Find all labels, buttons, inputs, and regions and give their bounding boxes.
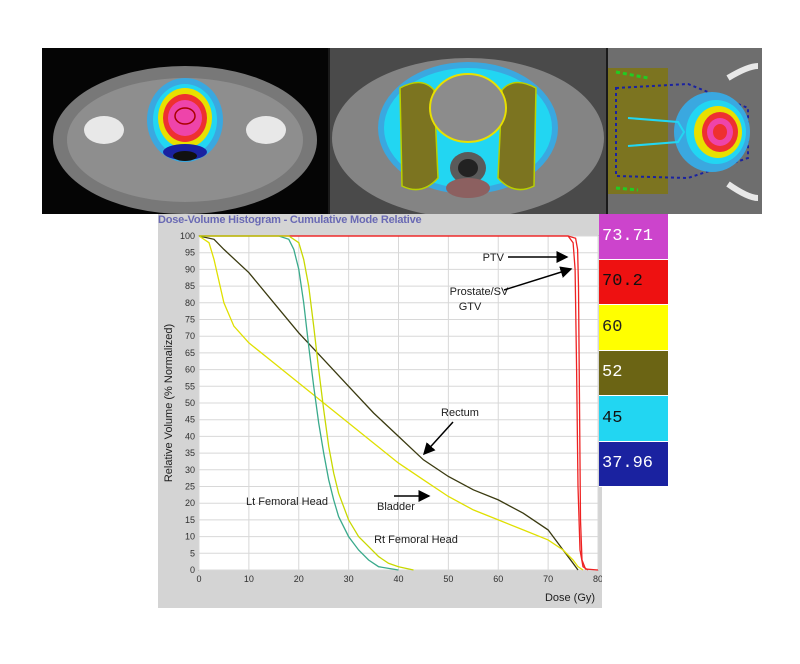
y-tick-label: 45 [185, 415, 195, 425]
isodose-legend: 73.71 70.2 60 52 45 37.96 [599, 214, 668, 487]
isodose-level-73-71: 73.71 [599, 214, 668, 260]
ct-axial-slice-image [330, 48, 606, 214]
x-tick-label: 0 [196, 574, 201, 584]
bladder-curve [198, 235, 584, 571]
arrow-prostate-gtv [503, 266, 573, 291]
x-tick-label: 60 [493, 574, 503, 584]
x-tick-label: 40 [393, 574, 403, 584]
y-tick-label: 60 [185, 365, 195, 375]
annotation-prostate-sv: Prostate/SV [450, 286, 509, 298]
y-tick-label: 55 [185, 381, 195, 391]
y-axis-label: Relative Volume (% Normalized) [163, 324, 175, 482]
y-tick-label: 50 [185, 398, 195, 408]
annotation-rectum: Rectum [441, 407, 479, 419]
y-tick-label: 100 [180, 231, 195, 241]
y-tick-label: 35 [185, 448, 195, 458]
x-tick-label: 50 [443, 574, 453, 584]
ct-sagittal-slice-image [608, 48, 762, 214]
rt-femoral-head-curve [199, 235, 414, 571]
chart-title: Dose-Volume Histogram - Cumulative Mode … [158, 214, 422, 226]
y-tick-label: 95 [185, 248, 195, 258]
x-axis-label: Dose (Gy) [545, 592, 595, 604]
annotation-rt-femoral-head: Rt Femoral Head [374, 534, 458, 546]
x-tick-label: 70 [543, 574, 553, 584]
isodose-level-60: 60 [599, 305, 668, 351]
isodose-level-52: 52 [599, 350, 668, 396]
y-tick-label: 20 [185, 498, 195, 508]
lt-femoral-head-curve [199, 235, 399, 571]
dvh-chart-panel: 0 10 20 30 40 50 60 70 80 0 5 10 15 20 25 30 35 40 45 50 55 6… [158, 214, 602, 608]
y-tick-label: 75 [185, 315, 195, 325]
x-tick-label: 20 [294, 574, 304, 584]
y-tick-label: 90 [185, 264, 195, 274]
dvh-chart: 0 10 20 30 40 50 60 70 80 0 5 10 15 20 25 30 35 40 45 50 55 6… [163, 231, 602, 604]
y-tick-label: 30 [185, 465, 195, 475]
ptv-curve [199, 235, 599, 571]
annotation-bladder: Bladder [377, 501, 415, 513]
rectum-curve [198, 235, 579, 571]
annotation-lt-femoral-head: Lt Femoral Head [246, 496, 328, 508]
arrow-rectum [422, 421, 454, 456]
x-tick-label: 10 [244, 574, 254, 584]
prostate-sv-gtv-curve [199, 235, 589, 571]
y-tick-label: 40 [185, 431, 195, 441]
x-tick-label: 80 [593, 574, 602, 584]
y-tick-label: 15 [185, 515, 195, 525]
annotation-ptv: PTV [483, 252, 505, 264]
ct-image-strip [42, 48, 762, 214]
isodose-level-70-2: 70.2 [599, 259, 668, 305]
x-tick-label: 30 [344, 574, 354, 584]
isodose-level-45: 45 [599, 396, 668, 442]
y-tick-label: 70 [185, 331, 195, 341]
y-tick-label: 10 [185, 532, 195, 542]
annotation-gtv: GTV [459, 301, 482, 313]
y-tick-label: 25 [185, 482, 195, 492]
y-tick-label: 65 [185, 348, 195, 358]
isodose-level-37-96: 37.96 [599, 441, 668, 487]
y-tick-label: 85 [185, 281, 195, 291]
y-tick-label: 80 [185, 298, 195, 308]
ct-axial-slice-image [42, 48, 328, 214]
y-tick-label: 5 [190, 548, 195, 558]
y-tick-label: 0 [190, 565, 195, 575]
